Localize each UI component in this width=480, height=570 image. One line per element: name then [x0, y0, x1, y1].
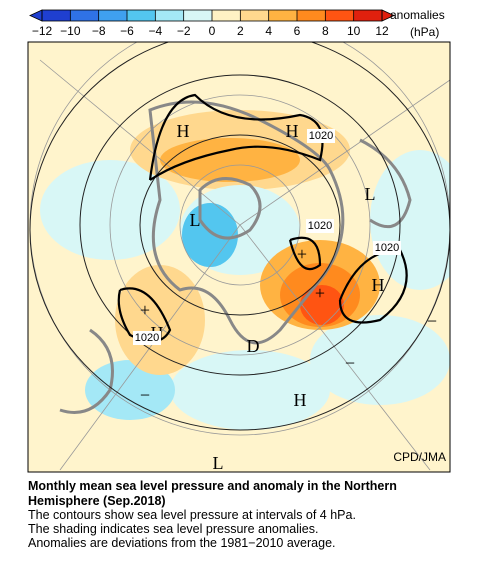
colorbar-swatch	[70, 10, 99, 21]
colorbar-swatch	[98, 10, 127, 21]
pressure-center: −	[345, 353, 355, 373]
graticule	[29, 42, 450, 471]
colorbar-swatch	[155, 10, 184, 21]
colorbar-tick-label: 4	[265, 24, 272, 38]
colorbar-swatch	[42, 10, 71, 21]
isobar-label: 1020	[308, 220, 332, 232]
colorbar-tick-label: −6	[120, 24, 134, 38]
caption-title: Monthly mean sea level pressure and anom…	[28, 479, 397, 508]
pressure-center: −	[140, 385, 150, 405]
isobar-label: 1020	[375, 242, 399, 254]
pressure-center: H	[372, 275, 385, 295]
colorbar-tick-label: 2	[237, 24, 244, 38]
colorbar-swatch	[325, 10, 354, 21]
isobar-label: 1020	[309, 130, 333, 142]
label-box	[133, 331, 161, 345]
label-box	[373, 241, 401, 255]
colorbar-tick-label: 0	[209, 24, 216, 38]
colorbar-tick-label: −10	[60, 24, 81, 38]
credit: CPD/JMA	[393, 450, 446, 464]
colorbar-tick-label: 6	[294, 24, 301, 38]
anomaly-shade	[160, 138, 300, 182]
anomaly-shade	[370, 150, 450, 290]
label-box	[307, 129, 335, 143]
map-frame	[27, 41, 451, 473]
pressure-center: L	[213, 453, 224, 473]
pressure-center: L	[190, 210, 201, 230]
anomaly-shade	[182, 203, 238, 267]
colorbar-tick-label: 10	[347, 24, 361, 38]
anomaly-shade	[300, 285, 344, 325]
colorbar-swatch	[183, 10, 212, 21]
label-box	[306, 219, 334, 233]
caption-line: The shading indicates sea level pressure…	[28, 522, 319, 536]
pressure-center: −	[427, 311, 437, 331]
colorbar-swatch	[212, 10, 241, 21]
colorbar-swatch	[297, 10, 326, 21]
caption-line: Anomalies are deviations from the 1981−2…	[28, 536, 336, 550]
anomaly-shade	[115, 265, 205, 375]
pressure-center: +	[297, 244, 307, 264]
anomaly-shade	[310, 315, 450, 405]
colorbar-unit: (hPa)	[410, 25, 439, 39]
colorbar-swatch	[127, 10, 156, 21]
pressure-center: +	[140, 300, 150, 320]
pressure-center: +	[315, 283, 325, 303]
colorbar-tick-label: −2	[177, 24, 191, 38]
anomaly-shade	[170, 350, 330, 430]
pressure-center: L	[365, 184, 376, 204]
colorbar-tick-label: 12	[375, 24, 389, 38]
colorbar-swatch	[268, 10, 297, 21]
anomaly-shade	[40, 160, 180, 260]
colorbar-tick-label: −8	[92, 24, 106, 38]
colorbar-arrow	[29, 9, 43, 22]
caption-line: The contours show sea level pressure at …	[28, 508, 356, 522]
pressure-center: H	[294, 390, 307, 410]
colorbar-swatch	[353, 10, 382, 21]
contour	[29, 42, 450, 431]
colorbar-tick-label: 8	[322, 24, 329, 38]
pressure-center: D	[247, 336, 260, 356]
pressure-center: H	[286, 121, 299, 141]
colorbar-tick-label: −4	[148, 24, 162, 38]
colorbar-swatch	[240, 10, 269, 21]
colorbar-label: anomalies	[390, 8, 445, 22]
isobar-label: 1020	[135, 332, 159, 344]
colorbar-tick-label: −12	[32, 24, 53, 38]
pressure-center: H	[177, 121, 190, 141]
map	[28, 42, 450, 472]
